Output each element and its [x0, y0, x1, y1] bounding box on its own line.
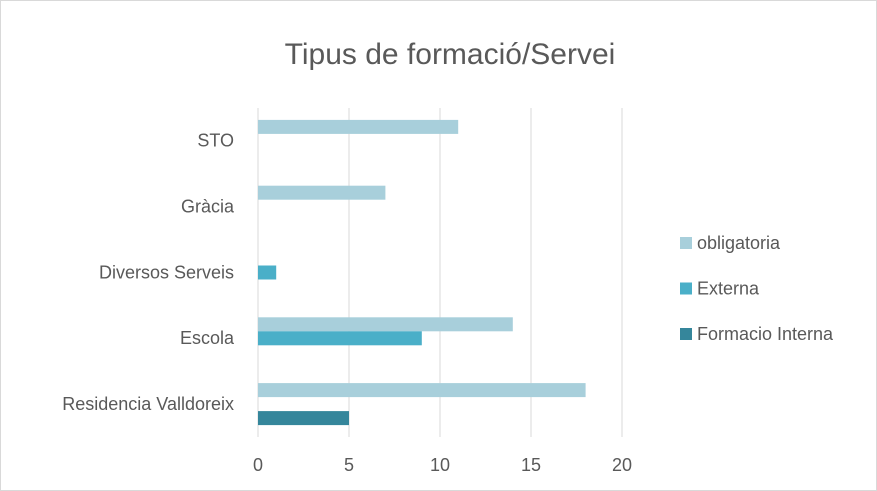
legend-label: obligatoria [697, 233, 781, 253]
bar [258, 331, 422, 346]
legend-label: Formacio Interna [697, 324, 834, 344]
x-tick-label: 15 [521, 455, 541, 475]
y-tick-label: Escola [180, 328, 235, 348]
bar [258, 317, 513, 332]
bar [258, 265, 277, 280]
chart-title: Tipus de formació/Servei [285, 38, 616, 71]
bar [258, 119, 459, 134]
x-tick-label: 20 [612, 455, 632, 475]
bar [258, 185, 386, 200]
bar [258, 383, 586, 398]
y-tick-label: Gràcia [181, 196, 235, 216]
x-tick-label: 10 [430, 455, 450, 475]
bar [258, 411, 349, 426]
y-tick-label: Diversos Serveis [99, 262, 234, 282]
legend-swatch [680, 237, 692, 249]
legend-label: Externa [697, 278, 760, 298]
y-tick-label: Residencia Valldoreix [62, 394, 234, 414]
legend-swatch [680, 328, 692, 340]
x-tick-label: 0 [253, 455, 263, 475]
x-tick-label: 5 [344, 455, 354, 475]
y-tick-label: STO [197, 131, 234, 151]
legend-swatch [680, 282, 692, 295]
